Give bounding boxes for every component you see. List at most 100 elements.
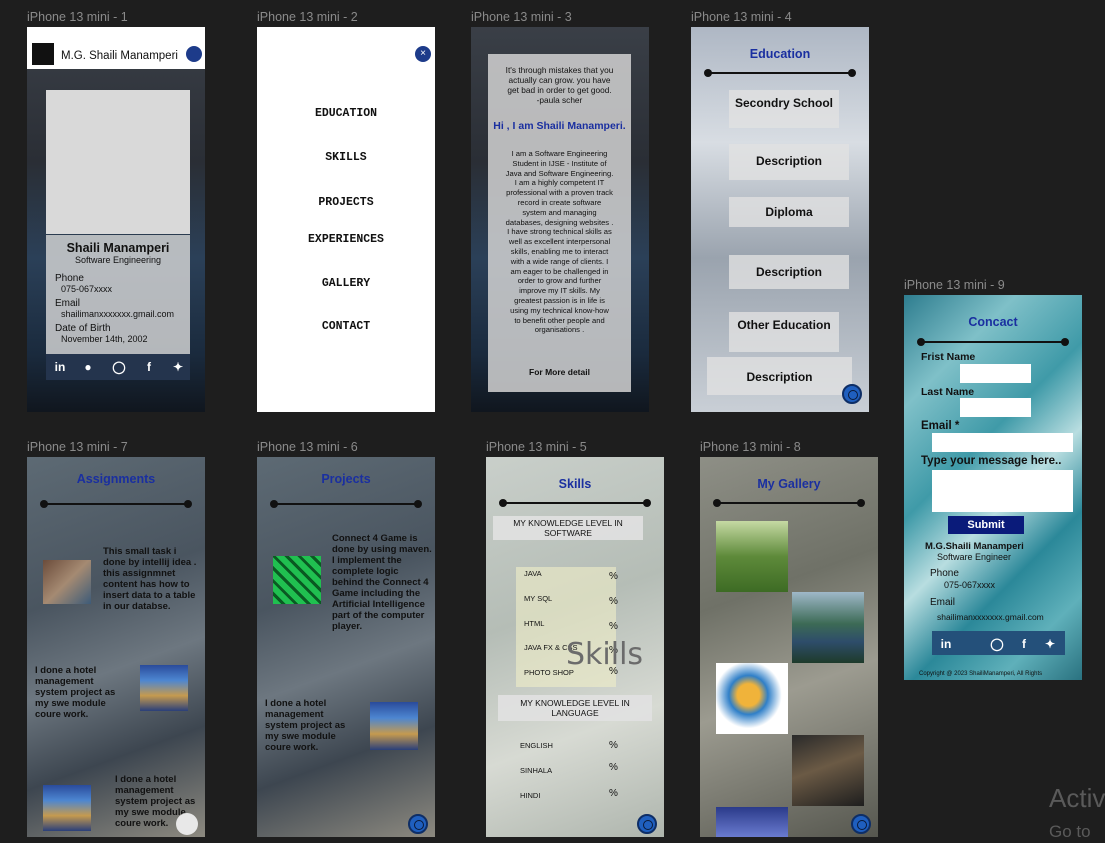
email-label: Email: [55, 298, 81, 309]
gallery-partial-image[interactable]: [716, 807, 788, 837]
edu-secondary[interactable]: Secondry School: [734, 96, 834, 110]
assignment-text: This small task i done by intellij idea …: [103, 546, 197, 612]
skill-pct: %: [609, 596, 618, 607]
home-frame: M.G. Shaili Manamperi Shaili Manamperi S…: [27, 27, 205, 412]
frame-label: iPhone 13 mini - 9: [904, 278, 1005, 292]
divider-dot: [704, 69, 712, 77]
software-heading: MY KNOWLEDGE LEVEL IN SOFTWARE: [493, 516, 643, 540]
social-bar: [46, 354, 190, 380]
menu-item-projects[interactable]: PROJECTS: [318, 196, 374, 209]
phone-value: 075-067xxxx: [944, 580, 996, 590]
copyright: Copyright @ 2023 ShailiManamperi, All Ri…: [919, 671, 1043, 677]
edu-card: [729, 90, 839, 128]
skill-html: HTML: [524, 619, 545, 628]
logo: [32, 43, 54, 65]
contact-frame: Concact Frist Name Last Name Email * Typ…: [904, 295, 1082, 680]
scroll-button[interactable]: [176, 813, 198, 835]
skill-java: JAVA: [524, 569, 542, 578]
facebook-icon[interactable]: f: [147, 360, 151, 374]
gallery-lake-image[interactable]: [792, 592, 864, 663]
edu-description[interactable]: Description: [755, 154, 822, 168]
activation-watermark-title: Activ: [1049, 783, 1105, 813]
social-bar: [932, 631, 1065, 655]
edu-card: [729, 144, 849, 180]
phone-label: Phone: [55, 273, 84, 284]
edu-description[interactable]: Description: [755, 265, 822, 279]
profile-photo-placeholder: [46, 90, 190, 234]
twitter-icon[interactable]: ✦: [172, 360, 184, 374]
email-input[interactable]: [932, 433, 1073, 452]
chat-icon[interactable]: [851, 814, 871, 834]
education-frame: Education Secondry School Description Di…: [691, 27, 869, 412]
menu-item-gallery[interactable]: GALLERY: [321, 277, 371, 290]
about-card: [488, 54, 631, 392]
edu-description[interactable]: Description: [746, 370, 813, 384]
email-value: shailimanxxxxxxx.gmail.com: [61, 309, 175, 319]
edu-card: [729, 312, 839, 352]
gallery-photo-image[interactable]: [792, 735, 864, 806]
project-text: Connect 4 Game is done by using maven. I…: [332, 533, 432, 632]
lang-sinhala: SINHALA: [520, 766, 553, 775]
skill-pct: %: [609, 762, 618, 773]
brand-name: M.G. Shaili Manamperi: [61, 50, 178, 62]
dob-label: Date of Birth: [55, 323, 111, 334]
assignments-title: Assignments: [76, 472, 156, 486]
instagram-icon[interactable]: ◯: [112, 360, 126, 374]
linkedin-icon[interactable]: in: [54, 360, 66, 374]
assignments-frame: Assignments This small task i done by in…: [27, 457, 205, 837]
edu-other[interactable]: Other Education: [737, 318, 831, 332]
close-icon[interactable]: ×: [415, 46, 431, 62]
message-input[interactable]: [932, 470, 1073, 512]
edu-diploma[interactable]: Diploma: [765, 205, 813, 219]
skill-javafx: JAVA FX & CSS: [524, 643, 578, 652]
gallery-frame: My Gallery: [700, 457, 878, 837]
chat-icon[interactable]: [842, 384, 862, 404]
submit-button[interactable]: Submit: [948, 516, 1024, 534]
gallery-tree-image[interactable]: [716, 521, 788, 592]
skill-pct: %: [609, 740, 618, 751]
menu-item-education[interactable]: EDUCATION: [314, 107, 378, 120]
menu-icon[interactable]: [186, 46, 202, 62]
twitter-icon[interactable]: ✦: [1044, 637, 1056, 651]
divider-dot: [1061, 338, 1069, 346]
instagram-icon[interactable]: ◯: [990, 637, 1004, 651]
frame-label: iPhone 13 mini - 5: [486, 440, 587, 454]
menu-item-experiences[interactable]: EXPERIENCES: [308, 233, 384, 246]
chat-icon[interactable]: [408, 814, 428, 834]
menu-item-skills[interactable]: SKILLS: [325, 151, 367, 164]
divider: [274, 503, 420, 505]
last-name-label: Last Name: [921, 386, 975, 398]
projects-title: Projects: [321, 472, 371, 486]
last-name-input[interactable]: [960, 398, 1031, 417]
divider-dot: [184, 500, 192, 508]
menu-item-contact[interactable]: CONTACT: [321, 320, 371, 333]
facebook-icon[interactable]: f: [1022, 637, 1026, 651]
quote: It's through mistakes that you actually c…: [488, 65, 631, 105]
divider: [921, 341, 1067, 343]
divider-dot: [857, 499, 865, 507]
divider-dot: [270, 500, 278, 508]
skill-pct: %: [609, 666, 618, 677]
gallery-parrot-image[interactable]: [716, 663, 788, 734]
divider-dot: [499, 499, 507, 507]
frame-label: iPhone 13 mini - 1: [27, 10, 128, 24]
more-detail-link[interactable]: For More detail: [529, 367, 590, 377]
divider-dot: [917, 338, 925, 346]
phone-label: Phone: [930, 568, 959, 579]
divider-dot: [713, 499, 721, 507]
chat-icon[interactable]: [637, 814, 657, 834]
contact-title: Concact: [968, 315, 1018, 329]
profile-name: Shaili Manamperi: [66, 241, 170, 255]
activation-watermark-sub: Go to: [1049, 822, 1091, 841]
frame-label: iPhone 13 mini - 6: [257, 440, 358, 454]
edu-card: [729, 255, 849, 289]
edu-card: [729, 197, 849, 227]
github-icon[interactable]: ●: [84, 360, 92, 374]
email-value: shailimanxxxxxxx.gmail.com: [937, 612, 1044, 622]
contact-name: M.G.Shaili Manamperi: [925, 541, 1024, 552]
divider-dot: [643, 499, 651, 507]
assignment-text: I done a hotel management system project…: [35, 665, 116, 720]
first-name-label: Frist Name: [921, 351, 976, 363]
linkedin-icon[interactable]: in: [940, 637, 952, 651]
first-name-input[interactable]: [960, 364, 1031, 383]
